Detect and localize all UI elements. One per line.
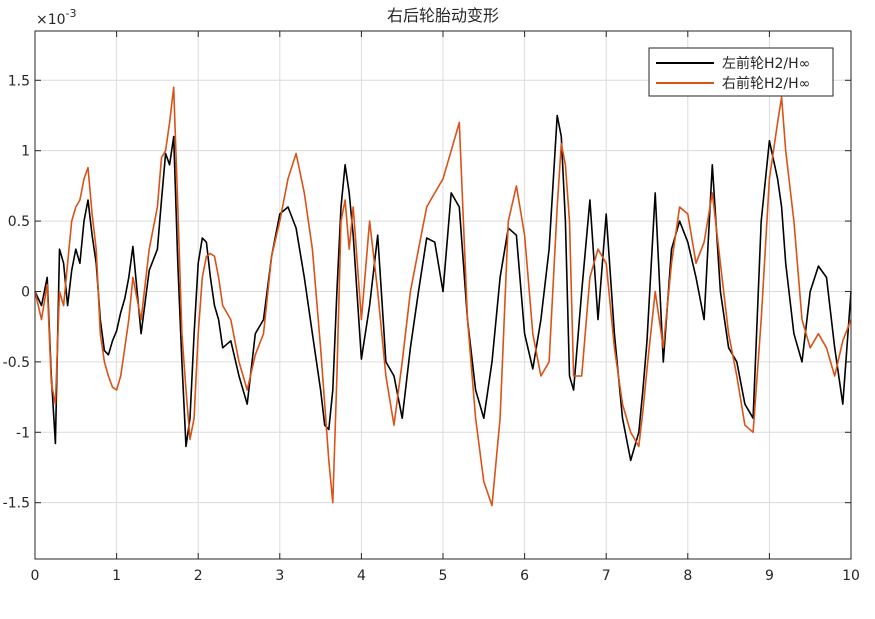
x-tick-label: 10 [842,568,860,584]
legend-box [648,47,834,97]
y-tick-label: -0.5 [3,355,30,371]
series-lines [34,86,852,507]
legend-label-series-2: 右前轮H2/H∞ [722,75,810,92]
x-tick-labels: 0 1 2 3 4 5 6 7 8 9 10 [31,568,860,584]
y-tick-labels: -1.5 -1 -0.5 0 0.5 1 1.5 [3,73,30,511]
x-tick-label: 8 [683,568,692,584]
series-line-2 [34,86,852,507]
tick-marks [34,31,852,559]
x-tick-label: 7 [602,568,611,584]
y-tick-label: 0.5 [8,214,30,230]
y-exponent-label: ×10-3 [36,7,77,28]
legend: 左前轮H2/H∞ 右前轮H2/H∞ [648,47,834,97]
y-tick-label: 1 [21,144,30,160]
x-tick-label: 2 [194,568,203,584]
y-tick-label: 0 [21,284,30,300]
series-line-1 [34,114,852,462]
x-tick-label: 3 [275,568,284,584]
y-tick-label: 1.5 [8,73,30,89]
x-tick-label: 9 [765,568,774,584]
x-tick-label: 6 [520,568,529,584]
legend-label-series-1: 左前轮H2/H∞ [722,55,810,72]
x-tick-label: 5 [439,568,448,584]
x-tick-label: 0 [31,568,40,584]
x-tick-label: 1 [112,568,121,584]
y-tick-label: -1 [16,425,30,441]
x-tick-label: 4 [357,568,366,584]
y-tick-label: -1.5 [3,496,30,512]
chart-title: 右后轮胎动变形 [387,6,499,25]
